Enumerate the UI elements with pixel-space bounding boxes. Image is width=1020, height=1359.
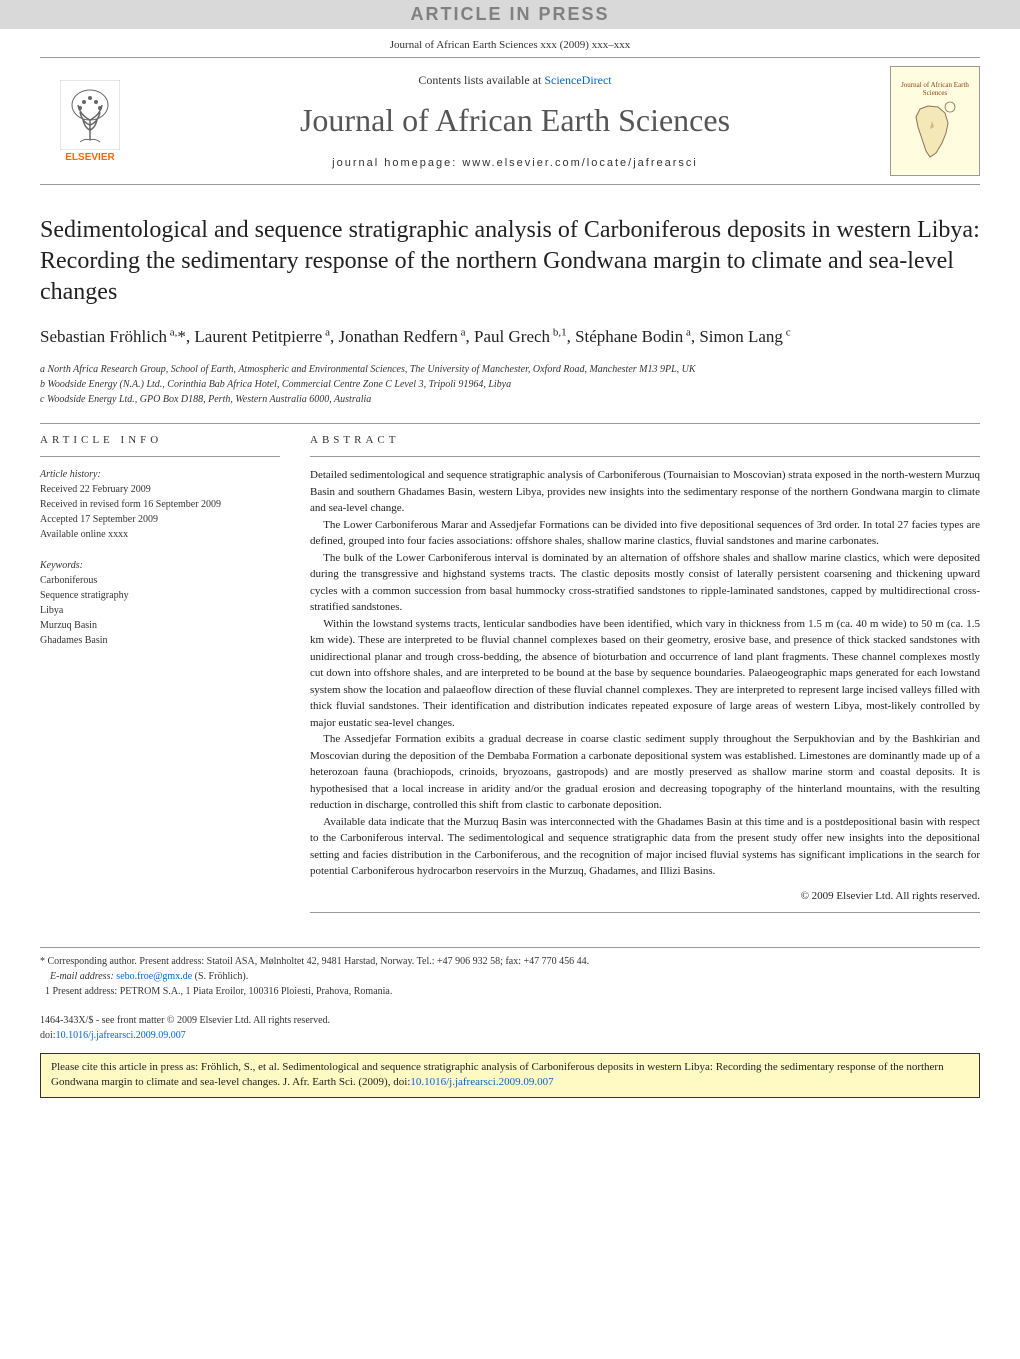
email-label: E-mail address:: [50, 971, 116, 982]
keyword: Murzuq Basin: [40, 618, 280, 633]
info-abstract-columns: ARTICLE INFO Article history: Received 2…: [40, 434, 980, 923]
journal-reference: Journal of African Earth Sciences xxx (2…: [0, 39, 1020, 51]
abstract-para: The Assedjefar Formation exibits a gradu…: [310, 731, 980, 814]
journal-homepage: journal homepage: www.elsevier.com/locat…: [140, 157, 890, 169]
doi-link[interactable]: 10.1016/j.jafrearsci.2009.09.007: [56, 1030, 186, 1041]
abstract-para: The Lower Carboniferous Marar and Assedj…: [310, 517, 980, 550]
contents-available-line: Contents lists available at ScienceDirec…: [140, 73, 890, 88]
history-label: Article history:: [40, 467, 280, 482]
keyword: Ghadames Basin: [40, 633, 280, 648]
publisher-logo-block: ELSEVIER: [40, 80, 140, 163]
abstract-column: ABSTRACT Detailed sedimentological and s…: [310, 434, 980, 923]
abstract-para: Detailed sedimentological and sequence s…: [310, 467, 980, 517]
abstract-heading: ABSTRACT: [310, 434, 980, 446]
history-revised: Received in revised form 16 September 20…: [40, 497, 280, 512]
keywords-block: Keywords: Carboniferous Sequence stratig…: [40, 558, 280, 648]
header-center: Contents lists available at ScienceDirec…: [140, 73, 890, 169]
article-info-column: ARTICLE INFO Article history: Received 2…: [40, 434, 280, 923]
article-info-heading: ARTICLE INFO: [40, 434, 280, 446]
abstract-copyright: © 2009 Elsevier Ltd. All rights reserved…: [310, 890, 980, 902]
article-in-press-banner: ARTICLE IN PRESS: [0, 0, 1020, 29]
cover-title: Journal of African Earth Sciences: [891, 81, 979, 97]
email-line: E-mail address: sebo.froe@gmx.de (S. Frö…: [40, 969, 980, 984]
present-address-note: 1 Present address: PETROM S.A., 1 Piata …: [40, 984, 980, 999]
journal-cover-thumbnail: Journal of African Earth Sciences: [890, 66, 980, 176]
affiliations: a North Africa Research Group, School of…: [40, 362, 980, 407]
article-content: Sedimentological and sequence stratigrap…: [40, 215, 980, 923]
divider: [310, 912, 980, 913]
divider: [40, 423, 980, 424]
journal-header: ELSEVIER Contents lists available at Sci…: [40, 57, 980, 185]
history-received: Received 22 February 2009: [40, 482, 280, 497]
abstract-para: Within the lowstand systems tracts, lent…: [310, 616, 980, 732]
affiliation-c: c Woodside Energy Ltd., GPO Box D188, Pe…: [40, 392, 980, 407]
keyword: Libya: [40, 603, 280, 618]
elsevier-tree-icon: [60, 80, 120, 150]
issn-line: 1464-343X/$ - see front matter © 2009 El…: [40, 1013, 980, 1028]
africa-map-icon: [910, 101, 960, 161]
affiliation-a: a North Africa Research Group, School of…: [40, 362, 980, 377]
article-in-press-text: ARTICLE IN PRESS: [410, 4, 609, 24]
citation-doi-link[interactable]: 10.1016/j.jafrearsci.2009.09.007: [410, 1076, 553, 1088]
divider: [40, 456, 280, 457]
email-link[interactable]: sebo.froe@gmx.de: [116, 971, 192, 982]
history-accepted: Accepted 17 September 2009: [40, 512, 280, 527]
citation-box: Please cite this article in press as: Fr…: [40, 1053, 980, 1098]
abstract-para: The bulk of the Lower Carboniferous inte…: [310, 550, 980, 616]
sciencedirect-link[interactable]: ScienceDirect: [544, 73, 611, 87]
footnotes: * Corresponding author. Present address:…: [40, 947, 980, 999]
front-matter: 1464-343X/$ - see front matter © 2009 El…: [40, 1013, 980, 1043]
keywords-label: Keywords:: [40, 558, 280, 573]
article-title: Sedimentological and sequence stratigrap…: [40, 215, 980, 309]
email-suffix: (S. Fröhlich).: [192, 971, 248, 982]
abstract-para: Available data indicate that the Murzuq …: [310, 814, 980, 880]
abstract-body: Detailed sedimentological and sequence s…: [310, 467, 980, 880]
publisher-name: ELSEVIER: [65, 152, 114, 163]
authors-line: Sebastian Fröhlich a,*, Laurent Petitpie…: [40, 325, 980, 349]
journal-name: Journal of African Earth Sciences: [140, 102, 890, 139]
article-history: Article history: Received 22 February 20…: [40, 467, 280, 542]
history-online: Available online xxxx: [40, 527, 280, 542]
contents-prefix: Contents lists available at: [418, 73, 544, 87]
keyword: Carboniferous: [40, 573, 280, 588]
doi-line: doi:10.1016/j.jafrearsci.2009.09.007: [40, 1028, 980, 1043]
keyword: Sequence stratigraphy: [40, 588, 280, 603]
corresponding-author: * Corresponding author. Present address:…: [40, 954, 980, 969]
affiliation-b: b Woodside Energy (N.A.) Ltd., Corinthia…: [40, 377, 980, 392]
divider: [310, 456, 980, 457]
